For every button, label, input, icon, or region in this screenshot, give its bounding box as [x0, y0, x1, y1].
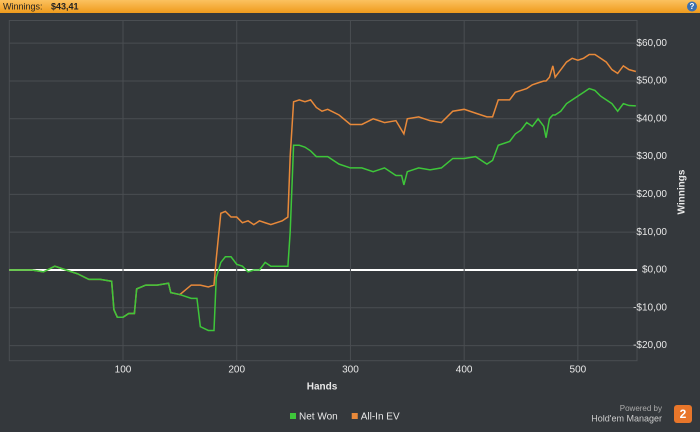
- x-tick-label: 300: [342, 365, 359, 376]
- product-name: Hold'em Manager: [591, 413, 662, 423]
- legend-swatch: [351, 413, 358, 419]
- y-tick-label: $10,00: [636, 227, 667, 238]
- plot-area: [8, 20, 638, 362]
- y-tick-label: -$10,00: [633, 302, 667, 313]
- logo-text: 2: [680, 407, 687, 421]
- series-line: [9, 87, 636, 332]
- x-tick-label: 200: [228, 365, 245, 376]
- logo: [674, 405, 692, 423]
- help-icon[interactable]: [687, 1, 697, 12]
- y-tick-label: $50,00: [636, 76, 667, 87]
- powered-by: Powered by: [620, 404, 662, 413]
- y-tick-label: $40,00: [636, 113, 667, 124]
- help-text[interactable]: ?: [690, 2, 695, 11]
- y-axis-title: Winnings: [677, 169, 688, 214]
- legend-label: Net Won: [299, 412, 338, 423]
- x-tick-label: 100: [115, 365, 132, 376]
- x-tick-label: 500: [570, 365, 587, 376]
- y-tick-label: -$20,00: [633, 340, 667, 351]
- legend-swatch: [290, 413, 296, 419]
- legend-label: All-In EV: [361, 412, 400, 423]
- x-axis-title: Hands: [307, 382, 338, 393]
- header-label: Winnings:: [3, 1, 43, 11]
- y-tick-label: $0,00: [642, 265, 667, 276]
- y-tick-label: $60,00: [636, 38, 667, 49]
- header-bar: [0, 0, 700, 13]
- y-tick-label: $30,00: [636, 151, 667, 162]
- header-value: $43,41: [51, 1, 79, 11]
- y-tick-label: $20,00: [636, 189, 667, 200]
- x-tick-label: 400: [456, 365, 473, 376]
